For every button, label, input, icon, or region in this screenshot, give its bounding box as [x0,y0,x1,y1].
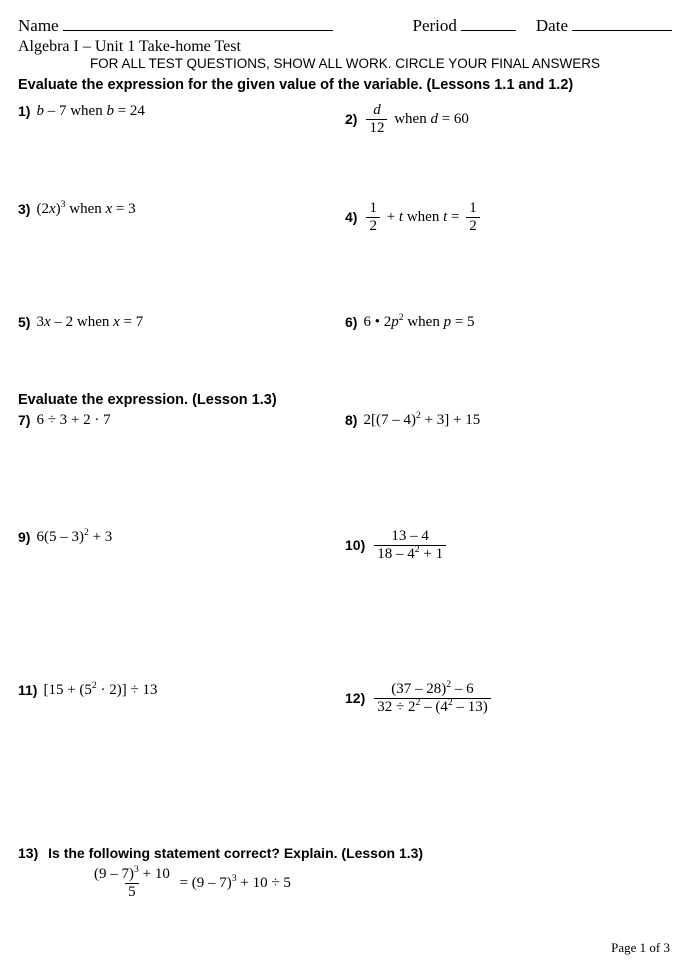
q9-num: 9) [18,529,30,545]
q2-expr: d12 when d = 60 [363,103,468,136]
q13: 13) Is the following statement correct? … [18,845,672,861]
q13-num: 13) [18,845,38,861]
date-label: Date [536,16,568,36]
q4-expr: 12 + t when t = 12 [363,201,482,234]
period-blank[interactable] [461,12,516,31]
q7: 7) 6 ÷ 3 + 2 · 7 [18,412,345,429]
q3-expr: (2x)3 when x = 3 [36,201,135,218]
page-footer: Page 1 of 3 [611,940,670,956]
row-q1-q2: 1) b – 7 when b = 24 2) d12 when d = 60 [18,103,672,136]
q8-expr: 2[(7 – 4)2 + 3] + 15 [363,412,480,429]
section-3: Is the following statement correct? Expl… [48,845,423,861]
q4: 4) 12 + t when t = 12 [345,201,672,234]
q11-expr: [15 + (52 · 2)] ÷ 13 [43,682,157,699]
period-label: Period [413,16,457,36]
q11-num: 11) [18,682,37,698]
name-blank[interactable] [63,12,333,31]
q12-num: 12) [345,690,365,706]
q1: 1) b – 7 when b = 24 [18,103,345,120]
q9-expr: 6(5 – 3)2 + 3 [36,529,112,546]
q9: 9) 6(5 – 3)2 + 3 [18,529,345,546]
q1-expr: b – 7 when b = 24 [36,103,144,120]
date-blank[interactable] [572,12,672,31]
q7-expr: 6 ÷ 3 + 2 · 7 [36,412,110,429]
row-q3-q4: 3) (2x)3 when x = 3 4) 12 + t when t = 1… [18,201,672,234]
test-title: Algebra I – Unit 1 Take-home Test [18,38,672,56]
q7-num: 7) [18,412,30,428]
q8-num: 8) [345,412,357,428]
q5: 5) 3x – 2 when x = 7 [18,314,345,331]
row-q5-q6: 5) 3x – 2 when x = 7 6) 6 • 2p2 when p =… [18,314,672,331]
name-label: Name [18,16,59,36]
q10: 10) 13 – 4 18 – 42 + 1 [345,529,672,562]
q5-num: 5) [18,314,30,330]
q2: 2) d12 when d = 60 [345,103,672,136]
q10-num: 10) [345,537,365,553]
q3-num: 3) [18,201,30,217]
q5-expr: 3x – 2 when x = 7 [36,314,143,331]
q11: 11) [15 + (52 · 2)] ÷ 13 [18,682,345,699]
q1-num: 1) [18,103,30,119]
q4-num: 4) [345,209,357,225]
row-q9-q10: 9) 6(5 – 3)2 + 3 10) 13 – 4 18 – 42 + 1 [18,529,672,562]
q12: 12) (37 – 28)2 – 6 32 ÷ 22 – (42 – 13) [345,682,672,715]
q6-num: 6) [345,314,357,330]
q13-expr: (9 – 7)3 + 10 5 = (9 – 7)3 + 10 ÷ 5 [88,867,672,900]
q3: 3) (2x)3 when x = 3 [18,201,345,218]
row-q11-q12: 11) [15 + (52 · 2)] ÷ 13 12) (37 – 28)2 … [18,682,672,715]
q2-num: 2) [345,111,357,127]
section-1: Evaluate the expression for the given va… [18,77,672,93]
q8: 8) 2[(7 – 4)2 + 3] + 15 [345,412,672,429]
section-2: Evaluate the expression. (Lesson 1.3) [18,392,672,408]
instruction: FOR ALL TEST QUESTIONS, SHOW ALL WORK. C… [18,56,672,71]
q6: 6) 6 • 2p2 when p = 5 [345,314,672,331]
header-row: Name Period Date [18,12,672,36]
row-q7-q8: 7) 6 ÷ 3 + 2 · 7 8) 2[(7 – 4)2 + 3] + 15 [18,412,672,429]
q6-expr: 6 • 2p2 when p = 5 [363,314,474,331]
q10-expr: 13 – 4 18 – 42 + 1 [371,529,449,562]
q12-expr: (37 – 28)2 – 6 32 ÷ 22 – (42 – 13) [371,682,493,715]
